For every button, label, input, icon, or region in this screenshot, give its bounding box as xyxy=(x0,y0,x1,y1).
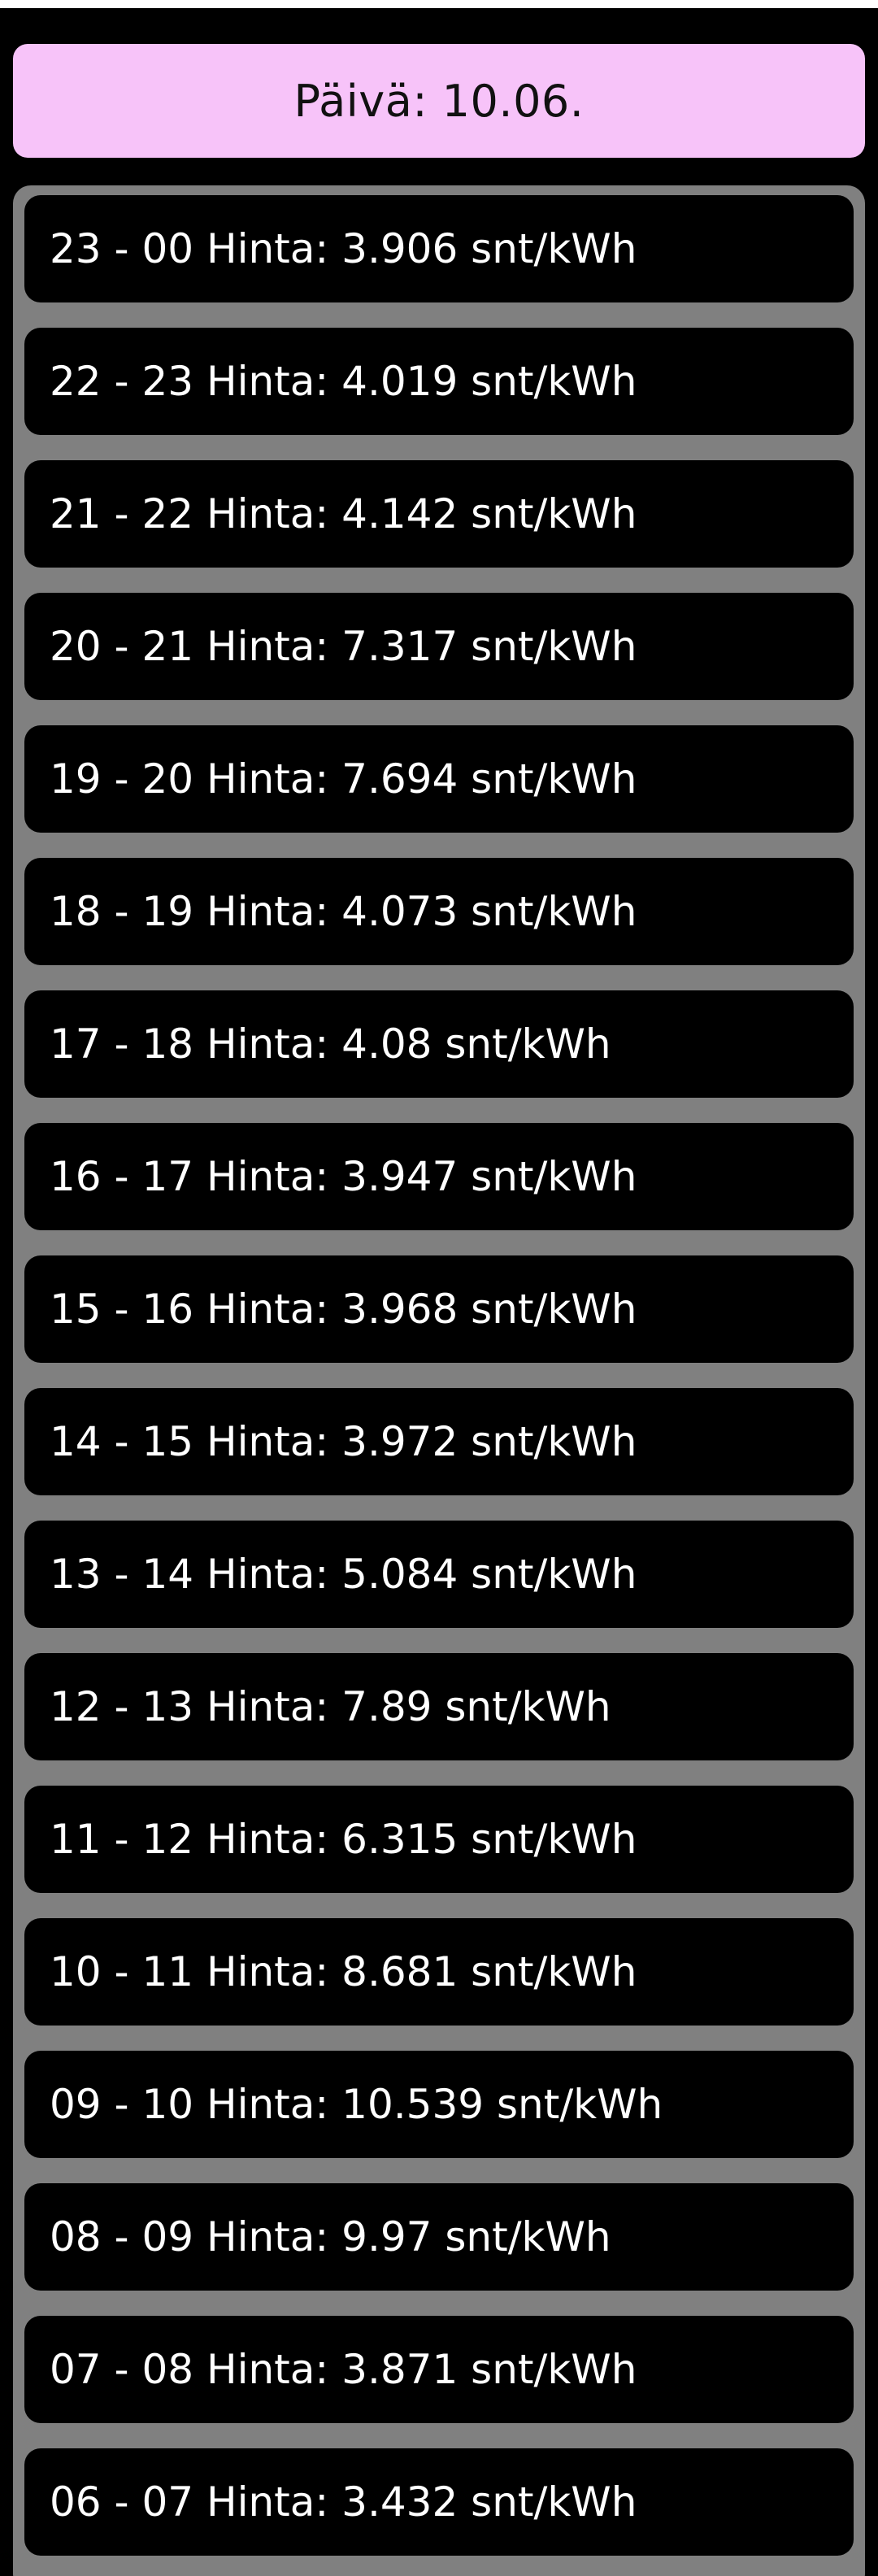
price-row-label: 06 - 07 Hinta: 3.432 snt/kWh xyxy=(50,2478,637,2526)
price-row-23-00[interactable]: 23 - 00 Hinta: 3.906 snt/kWh xyxy=(24,195,854,302)
price-row-11-12[interactable]: 11 - 12 Hinta: 6.315 snt/kWh xyxy=(24,1786,854,1893)
price-row-label: 13 - 14 Hinta: 5.084 snt/kWh xyxy=(50,1551,637,1598)
price-list: 23 - 00 Hinta: 3.906 snt/kWh 22 - 23 Hin… xyxy=(24,195,854,2576)
price-row-08-09[interactable]: 08 - 09 Hinta: 9.97 snt/kWh xyxy=(24,2183,854,2291)
price-row-18-19[interactable]: 18 - 19 Hinta: 4.073 snt/kWh xyxy=(24,858,854,965)
price-row-13-14[interactable]: 13 - 14 Hinta: 5.084 snt/kWh xyxy=(24,1521,854,1628)
price-row-label: 17 - 18 Hinta: 4.08 snt/kWh xyxy=(50,1020,611,1068)
price-row-label: 19 - 20 Hinta: 7.694 snt/kWh xyxy=(50,755,637,803)
price-row-label: 21 - 22 Hinta: 4.142 snt/kWh xyxy=(50,490,637,537)
price-row-label: 09 - 10 Hinta: 10.539 snt/kWh xyxy=(50,2081,663,2128)
price-row-19-20[interactable]: 19 - 20 Hinta: 7.694 snt/kWh xyxy=(24,725,854,833)
status-bar-strip xyxy=(0,0,878,8)
price-row-14-15[interactable]: 14 - 15 Hinta: 3.972 snt/kWh xyxy=(24,1388,854,1495)
price-row-label: 20 - 21 Hinta: 7.317 snt/kWh xyxy=(50,623,637,670)
price-list-panel[interactable]: 23 - 00 Hinta: 3.906 snt/kWh 22 - 23 Hin… xyxy=(13,185,865,2576)
price-row-label: 12 - 13 Hinta: 7.89 snt/kWh xyxy=(50,1683,611,1730)
price-row-16-17[interactable]: 16 - 17 Hinta: 3.947 snt/kWh xyxy=(24,1123,854,1230)
price-row-label: 14 - 15 Hinta: 3.972 snt/kWh xyxy=(50,1418,637,1465)
price-row-09-10[interactable]: 09 - 10 Hinta: 10.539 snt/kWh xyxy=(24,2051,854,2158)
price-row-07-08[interactable]: 07 - 08 Hinta: 3.871 snt/kWh xyxy=(24,2316,854,2423)
price-row-label: 22 - 23 Hinta: 4.019 snt/kWh xyxy=(50,358,637,405)
price-row-label: 18 - 19 Hinta: 4.073 snt/kWh xyxy=(50,888,637,935)
price-row-label: 11 - 12 Hinta: 6.315 snt/kWh xyxy=(50,1816,637,1863)
price-row-10-11[interactable]: 10 - 11 Hinta: 8.681 snt/kWh xyxy=(24,1918,854,2026)
price-row-22-23[interactable]: 22 - 23 Hinta: 4.019 snt/kWh xyxy=(24,328,854,435)
price-row-label: 23 - 00 Hinta: 3.906 snt/kWh xyxy=(50,225,637,272)
price-row-17-18[interactable]: 17 - 18 Hinta: 4.08 snt/kWh xyxy=(24,990,854,1098)
price-row-label: 07 - 08 Hinta: 3.871 snt/kWh xyxy=(50,2346,637,2393)
price-row-06-07[interactable]: 06 - 07 Hinta: 3.432 snt/kWh xyxy=(24,2448,854,2556)
price-row-label: 15 - 16 Hinta: 3.968 snt/kWh xyxy=(50,1286,637,1333)
price-row-20-21[interactable]: 20 - 21 Hinta: 7.317 snt/kWh xyxy=(24,593,854,700)
price-row-label: 10 - 11 Hinta: 8.681 snt/kWh xyxy=(50,1948,637,1995)
price-row-15-16[interactable]: 15 - 16 Hinta: 3.968 snt/kWh xyxy=(24,1255,854,1363)
date-label: Päivä: 10.06. xyxy=(293,75,585,127)
price-row-label: 08 - 09 Hinta: 9.97 snt/kWh xyxy=(50,2213,611,2261)
price-row-21-22[interactable]: 21 - 22 Hinta: 4.142 snt/kWh xyxy=(24,460,854,568)
price-row-label: 16 - 17 Hinta: 3.947 snt/kWh xyxy=(50,1153,637,1200)
date-header[interactable]: Päivä: 10.06. xyxy=(13,44,865,158)
price-row-12-13[interactable]: 12 - 13 Hinta: 7.89 snt/kWh xyxy=(24,1653,854,1760)
